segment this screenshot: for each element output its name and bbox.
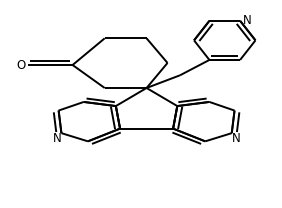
Text: N: N: [243, 14, 252, 27]
Text: O: O: [16, 58, 26, 72]
Text: N: N: [232, 132, 240, 145]
Text: N: N: [53, 132, 61, 145]
